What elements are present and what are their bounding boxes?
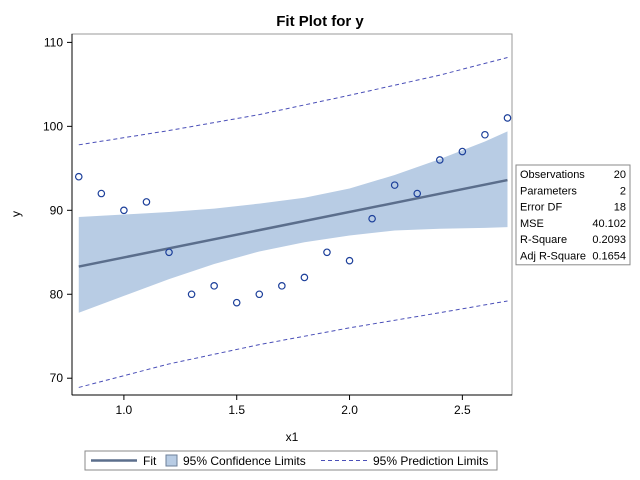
axes: 1.0 1.5 2.0 2.5 70 80 90 100 110 <box>43 34 512 417</box>
fit-statistics-table: Observations 20 Parameters 2 Error DF 18 MSE 40… <box>515 164 631 266</box>
data-point <box>503 114 512 122</box>
y-tick-label: 110 <box>44 35 63 49</box>
stat-value: 0.2093 <box>592 234 626 246</box>
stat-value: 2 <box>620 185 626 197</box>
x-axis-label: x1 <box>286 430 299 444</box>
x-tick-label: 2.5 <box>454 403 471 417</box>
prediction-limit-lower <box>78 300 508 388</box>
stat-value: 18 <box>614 202 626 214</box>
data-point <box>255 290 264 299</box>
legend-confidence-swatch <box>165 454 178 467</box>
data-point <box>413 189 422 198</box>
stats-box <box>515 164 631 266</box>
x-tick-label: 2.0 <box>341 403 358 417</box>
legend: Fit 95% Confidence Limits 95% Prediction L… <box>84 450 498 471</box>
data-points-layer <box>74 114 512 307</box>
y-axis-label: y <box>9 211 23 217</box>
stat-label: Observations <box>520 169 585 181</box>
prediction-limits-layer <box>78 57 508 388</box>
data-point <box>187 290 196 299</box>
y-tick-label: 70 <box>50 371 64 385</box>
legend-box <box>84 450 498 471</box>
data-point <box>142 198 151 206</box>
data-point <box>278 282 286 290</box>
legend-confidence-label: 95% Confidence Limits <box>183 454 306 468</box>
data-point <box>97 189 106 198</box>
stat-value: 20 <box>614 169 626 181</box>
data-point <box>232 298 241 307</box>
stat-label: Error DF <box>520 202 562 214</box>
legend-fit-label: Fit <box>143 454 157 468</box>
prediction-limit-upper <box>78 57 508 146</box>
data-point <box>345 256 354 265</box>
data-point <box>458 147 467 156</box>
data-point <box>323 248 331 257</box>
data-point <box>300 273 309 282</box>
data-point <box>120 206 128 215</box>
x-tick-label: 1.0 <box>116 403 133 417</box>
stat-label: Parameters <box>520 185 577 197</box>
stat-label: MSE <box>520 218 544 230</box>
legend-prediction-label: 95% Prediction Limits <box>373 454 488 468</box>
x-tick-label: 1.5 <box>228 403 245 417</box>
data-point <box>210 282 218 290</box>
stat-value: 40.102 <box>592 218 626 230</box>
data-point <box>435 156 444 164</box>
data-point <box>165 248 173 257</box>
stat-label: R-Square <box>520 234 567 246</box>
y-tick-label: 90 <box>50 203 64 217</box>
data-point <box>481 130 489 139</box>
y-tick-label: 80 <box>50 287 64 301</box>
data-point <box>390 181 399 189</box>
y-tick-label: 100 <box>43 119 63 133</box>
fit-line-layer <box>78 178 508 268</box>
stat-label: Adj R-Square <box>520 251 586 263</box>
stat-value: 0.1654 <box>592 251 626 263</box>
chart-title: Fit Plot for y <box>276 13 364 30</box>
data-point <box>74 172 83 181</box>
fit-line <box>78 178 508 268</box>
data-point <box>368 214 376 223</box>
